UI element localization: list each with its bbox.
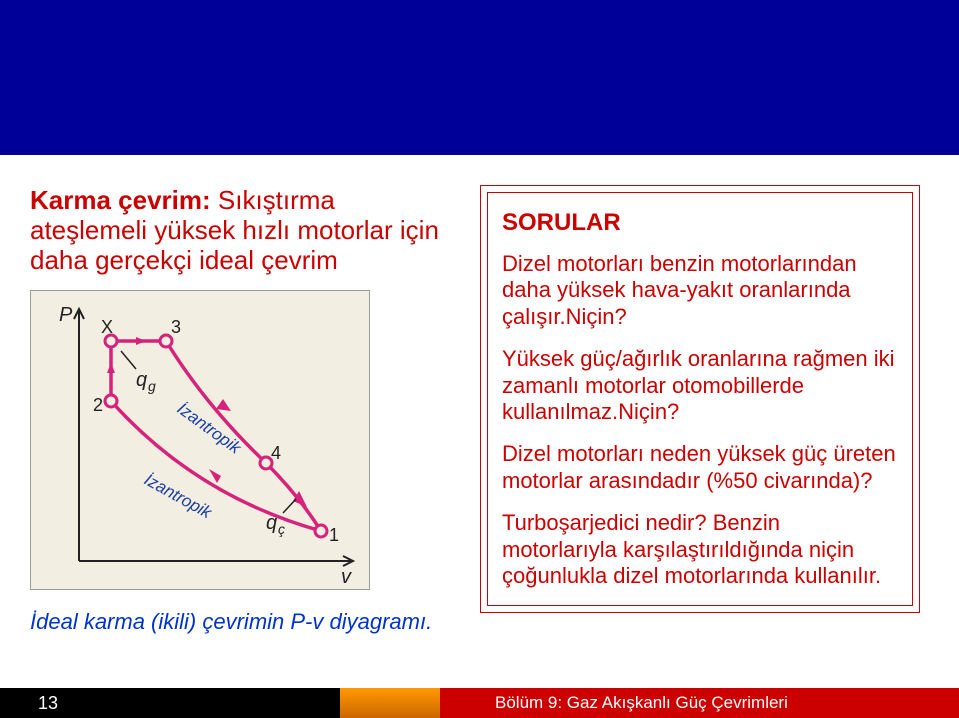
- svg-text:3: 3: [171, 317, 181, 337]
- svg-text:ç: ç: [278, 521, 285, 537]
- main-content: Karma çevrim: Sıkıştırma ateşlemeli yüks…: [0, 155, 959, 635]
- footer-chapter: Bölüm 9: Gaz Akışkanlı Güç Çevrimleri: [440, 688, 959, 718]
- footer: 13 Bölüm 9: Gaz Akışkanlı Güç Çevrimleri: [0, 688, 959, 718]
- svg-text:İzantropik: İzantropik: [141, 470, 216, 523]
- left-column: Karma çevrim: Sıkıştırma ateşlemeli yüks…: [30, 185, 450, 635]
- axis-x-label: v: [341, 566, 352, 588]
- svg-text:q: q: [136, 369, 147, 391]
- diagram-caption: İdeal karma (ikili) çevrimin P-v diyagra…: [30, 609, 450, 635]
- footer-accent: [340, 688, 440, 718]
- intro-paragraph: Karma çevrim: Sıkıştırma ateşlemeli yüks…: [30, 185, 450, 276]
- questions-heading: SORULAR: [502, 209, 898, 237]
- header-band: [0, 0, 959, 155]
- svg-text:2: 2: [93, 395, 103, 415]
- question-4: Turboşarjedici nedir? Benzin motorlarıyl…: [502, 510, 898, 589]
- right-column: SORULAR Dizel motorları benzin motorları…: [480, 185, 920, 635]
- axis-y-label: P: [59, 304, 73, 326]
- question-3: Dizel motorları neden yüksek güç üreten …: [502, 441, 898, 494]
- pv-diagram: P v: [30, 290, 450, 595]
- svg-text:q: q: [266, 512, 277, 534]
- svg-text:X: X: [101, 317, 113, 337]
- intro-title: Karma çevrim:: [30, 185, 211, 215]
- svg-text:4: 4: [271, 443, 281, 463]
- pv-diagram-svg: P v: [30, 290, 370, 590]
- question-1: Dizel motorları benzin motorlarından dah…: [502, 251, 898, 330]
- svg-text:İzantropik: İzantropik: [174, 399, 246, 459]
- question-2: Yüksek güç/ağırlık oranlarına rağmen iki…: [502, 346, 898, 425]
- questions-box-outer: SORULAR Dizel motorları benzin motorları…: [480, 185, 920, 613]
- svg-text:1: 1: [329, 525, 339, 545]
- footer-page-number: 13: [0, 688, 340, 718]
- questions-box-inner: SORULAR Dizel motorları benzin motorları…: [487, 192, 913, 606]
- svg-text:g: g: [148, 378, 156, 394]
